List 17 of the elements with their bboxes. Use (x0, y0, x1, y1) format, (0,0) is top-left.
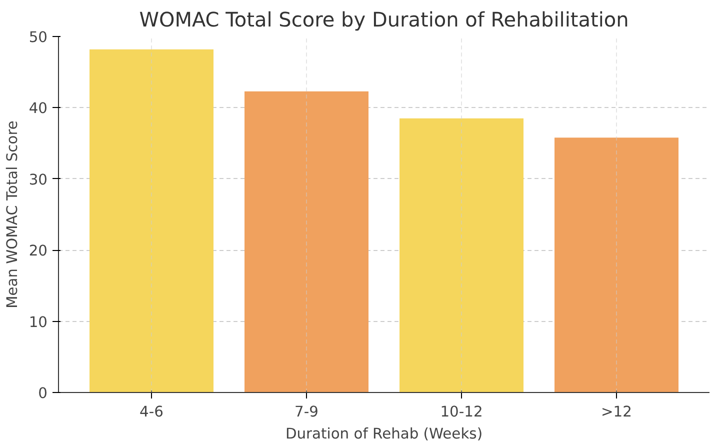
x-tick-label: >12 (601, 404, 632, 420)
x-tick-label: 7-9 (294, 404, 318, 420)
bar (400, 118, 524, 392)
bar (90, 49, 214, 392)
y-tick-label: 40 (28, 100, 48, 118)
y-tick-label: 10 (28, 314, 48, 331)
bar (244, 91, 368, 392)
bar (554, 138, 678, 392)
y-tick-label: 0 (38, 385, 48, 402)
chart-title: WOMAC Total Score by Duration of Rehabilitation (139, 8, 629, 32)
x-tick-label: 10-12 (440, 404, 483, 420)
y-axis-title: Mean WOMAC Total Score (4, 120, 21, 308)
y-tick-label: 50 (28, 29, 48, 46)
y-tick-label: 20 (28, 242, 48, 260)
y-tick-label: 30 (28, 171, 48, 188)
x-tick-label: 4-6 (140, 404, 164, 420)
x-axis-title: Duration of Rehab (Weeks) (285, 426, 483, 442)
